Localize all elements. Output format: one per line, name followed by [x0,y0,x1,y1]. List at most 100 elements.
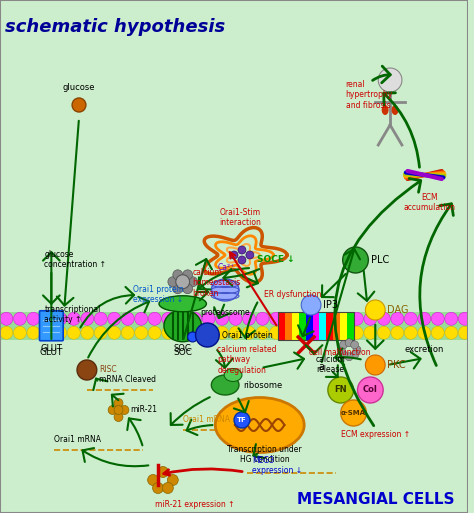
Circle shape [94,326,107,339]
Circle shape [173,284,182,293]
Text: transcriptional
activity ↑: transcriptional activity ↑ [45,305,101,324]
Circle shape [243,312,255,325]
Circle shape [40,312,53,325]
Circle shape [458,312,471,325]
Circle shape [418,326,431,339]
Circle shape [153,483,164,494]
Circle shape [270,312,283,325]
Circle shape [108,326,121,339]
Text: ECM expression ↑: ECM expression ↑ [341,430,410,439]
Text: PKC: PKC [387,360,406,370]
Circle shape [458,326,471,339]
Circle shape [324,326,337,339]
Circle shape [135,312,147,325]
Circle shape [337,346,345,354]
Circle shape [301,295,321,315]
Text: GLUT: GLUT [40,348,63,357]
Text: TF: TF [237,417,247,423]
Circle shape [67,326,80,339]
Ellipse shape [164,310,201,342]
Text: MESANGIAL CELLS: MESANGIAL CELLS [297,492,454,507]
Circle shape [202,326,215,339]
Circle shape [343,247,368,273]
Circle shape [27,326,40,339]
Circle shape [147,475,158,485]
Circle shape [234,412,250,428]
Circle shape [341,400,366,426]
Circle shape [377,326,390,339]
Text: Orai1 protein: Orai1 protein [222,330,273,340]
Circle shape [345,339,353,347]
Circle shape [167,475,178,485]
Circle shape [404,312,417,325]
Circle shape [108,405,117,415]
Circle shape [0,312,13,325]
Text: Col: Col [363,385,378,394]
Circle shape [81,312,94,325]
Text: SOCE ↓: SOCE ↓ [257,255,294,265]
Circle shape [337,326,350,339]
Circle shape [0,326,13,339]
Bar [340,312,347,340]
Bar [319,312,327,340]
Text: glucose: glucose [63,83,95,92]
Circle shape [243,326,255,339]
Text: SOC: SOC [173,348,192,357]
Text: mRNA Cleaved: mRNA Cleaved [99,375,156,384]
Circle shape [148,326,161,339]
Circle shape [337,312,350,325]
Circle shape [365,355,385,375]
Text: calcium
release: calcium release [316,355,346,374]
Text: glucose
concentration ↑: glucose concentration ↑ [45,250,107,269]
Text: Orai1-Stim
interaction: Orai1-Stim interaction [219,208,261,227]
Circle shape [13,326,27,339]
Circle shape [120,405,129,415]
Text: Ca²⁺: Ca²⁺ [217,263,235,272]
Circle shape [162,312,174,325]
Text: ECM
accumulation: ECM accumulation [403,193,456,212]
Circle shape [77,360,97,380]
Circle shape [418,312,431,325]
Circle shape [94,312,107,325]
Circle shape [310,312,323,325]
Circle shape [431,326,444,339]
Circle shape [27,312,40,325]
Circle shape [238,256,246,264]
Circle shape [189,312,201,325]
Circle shape [378,68,402,92]
Circle shape [445,312,458,325]
Text: GLUT: GLUT [40,344,62,353]
Bar [312,312,319,340]
Text: renal
hypertrophy
and fibrosis: renal hypertrophy and fibrosis [346,80,393,110]
Ellipse shape [382,105,389,115]
Circle shape [175,326,188,339]
Circle shape [364,326,377,339]
Circle shape [121,326,134,339]
Ellipse shape [211,375,239,395]
Bar [299,312,306,340]
Text: FN: FN [334,385,347,394]
Ellipse shape [215,398,304,452]
Circle shape [182,270,192,280]
Circle shape [114,412,123,422]
FancyBboxPatch shape [39,311,63,341]
Circle shape [114,405,123,415]
Text: PLC: PLC [371,255,390,265]
Text: miR-21 expression ↑: miR-21 expression ↑ [155,500,235,509]
Bar [306,312,312,340]
Circle shape [357,377,383,403]
Text: miR-21: miR-21 [130,405,157,415]
Circle shape [345,353,353,361]
Circle shape [246,251,254,259]
Text: α-SMA: α-SMA [341,410,366,416]
Circle shape [238,246,246,254]
Circle shape [270,326,283,339]
Circle shape [351,351,359,359]
Circle shape [168,277,178,287]
Circle shape [202,312,215,325]
Text: IP3: IP3 [323,300,338,310]
Circle shape [216,326,228,339]
Circle shape [148,312,161,325]
Text: Orai1 mRNA: Orai1 mRNA [55,435,101,444]
Text: Orai1 protein
expression ↓: Orai1 protein expression ↓ [133,285,184,304]
